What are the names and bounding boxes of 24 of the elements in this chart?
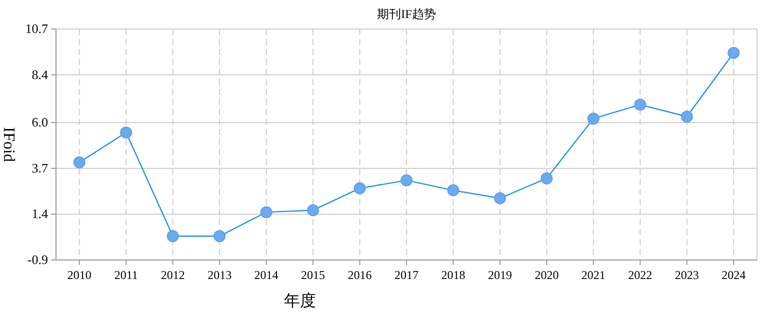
y-tick-label: 8.4 <box>32 66 48 82</box>
x-tick-label: 2015 <box>301 268 326 282</box>
x-tick-label: 2010 <box>67 268 92 282</box>
x-tick-label: 2020 <box>534 268 559 282</box>
x-tick-label: 2023 <box>674 268 699 282</box>
y-tick-label: 3.7 <box>32 160 48 176</box>
x-tick-label: 2011 <box>114 268 138 282</box>
y-tick-label: 6.0 <box>32 114 48 130</box>
x-tick-label: 2012 <box>160 268 185 282</box>
x-axis-title: 年度 <box>284 292 316 310</box>
y-tick-label: -0.9 <box>27 252 48 267</box>
x-tick-label: 2014 <box>254 268 278 282</box>
y-tick-label: 1.4 <box>32 206 48 222</box>
y-tick-label: 10.7 <box>25 21 48 36</box>
y-axis-title: IFoid <box>0 127 17 162</box>
x-tick-label: 2016 <box>348 268 372 282</box>
x-tick-label: 2019 <box>488 268 512 282</box>
x-tick-label: 2017 <box>394 268 418 282</box>
x-tick-label: 2013 <box>208 268 232 282</box>
x-tick-label: 2021 <box>581 268 606 282</box>
x-tick-label: 2018 <box>441 268 466 282</box>
x-tick-label: 2024 <box>722 268 746 282</box>
chart-title: 期刊IF趋势 <box>377 7 436 21</box>
x-tick-label: 2022 <box>628 268 652 282</box>
